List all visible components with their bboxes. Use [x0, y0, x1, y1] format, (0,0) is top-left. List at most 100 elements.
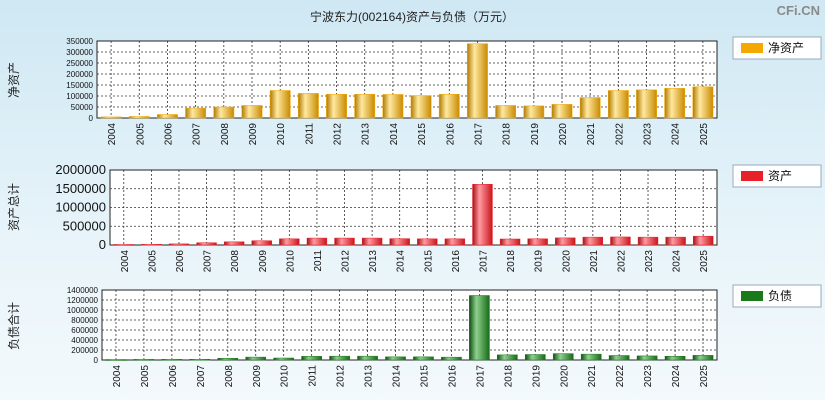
total-liabilities-bar-2016 [441, 356, 462, 361]
net-assets-bar-2024 [664, 88, 686, 119]
x-tick-label: 2008 [230, 250, 241, 273]
y-tick-label: 1000000 [55, 200, 106, 215]
total-liabilities-bar-2013 [357, 355, 378, 361]
total-liabilities-bar-2019 [524, 354, 546, 361]
net-assets-bar-2019 [523, 105, 545, 119]
total-liabilities-bar-2011 [301, 356, 322, 361]
net-assets-bar-2011 [297, 93, 319, 119]
total-assets-bar-2020 [555, 237, 576, 246]
x-tick-label: 2016 [447, 365, 458, 388]
x-tick-label: 2020 [558, 123, 569, 146]
net-assets-bar-2017 [467, 43, 488, 119]
total-liabilities-bar-2020 [552, 353, 574, 361]
x-tick-label: 2010 [280, 365, 291, 388]
x-tick-label: 2015 [423, 250, 434, 273]
net-assets-y-label: 净资产 [7, 62, 21, 98]
total-liabilities-panel: 0200000400000600000800000100000012000001… [6, 284, 822, 388]
y-tick-label: 350000 [66, 37, 93, 46]
total-assets-bar-2008 [223, 241, 245, 246]
total-liabilities-bar-2017 [469, 295, 490, 361]
y-tick-label: 2000000 [55, 162, 106, 177]
y-tick-label: 250000 [66, 59, 93, 68]
total-assets-bar-2023 [637, 236, 659, 246]
total-assets-bar-2011 [306, 237, 328, 246]
x-tick-label: 2007 [203, 250, 214, 273]
x-tick-label: 2004 [120, 250, 131, 273]
total-assets-bar-2024 [665, 236, 686, 246]
x-tick-label: 2005 [140, 365, 151, 388]
total-liabilities-bar-2023 [636, 355, 658, 361]
total-assets-bar-2016 [444, 238, 466, 246]
x-tick-label: 2007 [196, 365, 207, 388]
total-assets-bar-2009 [251, 240, 272, 246]
total-assets-bar-2019 [527, 238, 548, 246]
total-assets-bar-2017 [472, 184, 493, 246]
x-tick-label: 2008 [220, 123, 231, 146]
y-tick-label: 300000 [66, 48, 93, 57]
total-assets-bar-2012 [334, 237, 355, 246]
total-liabilities-bar-2009 [245, 356, 267, 361]
total-liabilities-bar-2008 [217, 358, 239, 361]
y-tick-label: 500000 [63, 218, 106, 233]
total-assets-bar-2022 [610, 236, 631, 246]
x-tick-label: 2010 [276, 123, 287, 146]
total-assets-bar-2021 [582, 236, 604, 246]
net-assets-bar-2015 [410, 95, 432, 119]
y-tick-label: 1500000 [55, 181, 106, 196]
total-assets-y-label: 资产总计 [7, 183, 21, 231]
total-assets-bar-2014 [389, 238, 410, 246]
y-tick-label: 50000 [71, 103, 94, 112]
net-assets-bar-2012 [326, 93, 347, 119]
x-tick-label: 2005 [135, 123, 146, 146]
net-assets-bar-2020 [551, 104, 573, 119]
x-tick-label: 2007 [192, 123, 203, 146]
x-tick-label: 2010 [285, 250, 296, 273]
net-assets-bar-2009 [241, 105, 263, 119]
legend-swatch [741, 291, 763, 301]
y-tick-label: 0 [99, 237, 106, 252]
x-tick-label: 2011 [308, 365, 319, 387]
x-tick-label: 2016 [445, 123, 456, 146]
total-liabilities-bar-2025 [692, 355, 714, 361]
x-tick-label: 2023 [644, 250, 655, 273]
x-tick-label: 2014 [392, 365, 403, 388]
net-assets-bar-2022 [607, 90, 629, 119]
x-tick-label: 2021 [586, 123, 597, 146]
total-liabilities-bar-2015 [413, 356, 434, 361]
net-assets-bar-2018 [495, 105, 517, 119]
x-tick-label: 2022 [616, 250, 627, 273]
total-assets-bar-2004 [113, 244, 134, 246]
total-liabilities-bar-2021 [580, 353, 602, 361]
net-assets-bar-2006 [157, 114, 178, 119]
y-tick-label: 0 [89, 114, 94, 123]
net-assets-bar-2025 [692, 86, 714, 119]
x-tick-label: 2021 [589, 250, 600, 273]
x-tick-label: 2016 [451, 250, 462, 273]
x-tick-label: 2020 [559, 365, 570, 388]
x-tick-label: 2009 [252, 365, 263, 388]
x-tick-label: 2011 [313, 250, 324, 272]
x-tick-label: 2004 [107, 123, 118, 146]
total-liabilities-bar-2010 [273, 357, 295, 361]
total-liabilities-bar-2014 [385, 356, 406, 361]
legend-label: 负债 [768, 289, 792, 303]
total-assets-bar-2025 [693, 235, 714, 246]
x-tick-label: 2023 [643, 365, 654, 388]
x-tick-label: 2009 [248, 123, 259, 146]
x-tick-label: 2017 [473, 123, 484, 146]
net-assets-bar-2023 [636, 89, 657, 119]
x-tick-label: 2023 [643, 123, 654, 146]
x-tick-label: 2015 [419, 365, 430, 388]
total-liabilities-bar-2012 [329, 355, 350, 361]
total-liabilities-bar-2006 [161, 359, 183, 361]
x-tick-label: 2011 [304, 123, 315, 145]
x-tick-label: 2024 [671, 123, 682, 146]
x-tick-label: 2006 [163, 123, 174, 146]
net-assets-legend: 净资产 [732, 36, 822, 60]
total-liabilities-bar-2018 [497, 354, 518, 361]
x-tick-label: 2013 [364, 365, 375, 388]
total-liabilities-bar-2022 [608, 355, 630, 361]
y-tick-label: 0 [94, 356, 99, 365]
x-tick-label: 2005 [147, 250, 158, 273]
